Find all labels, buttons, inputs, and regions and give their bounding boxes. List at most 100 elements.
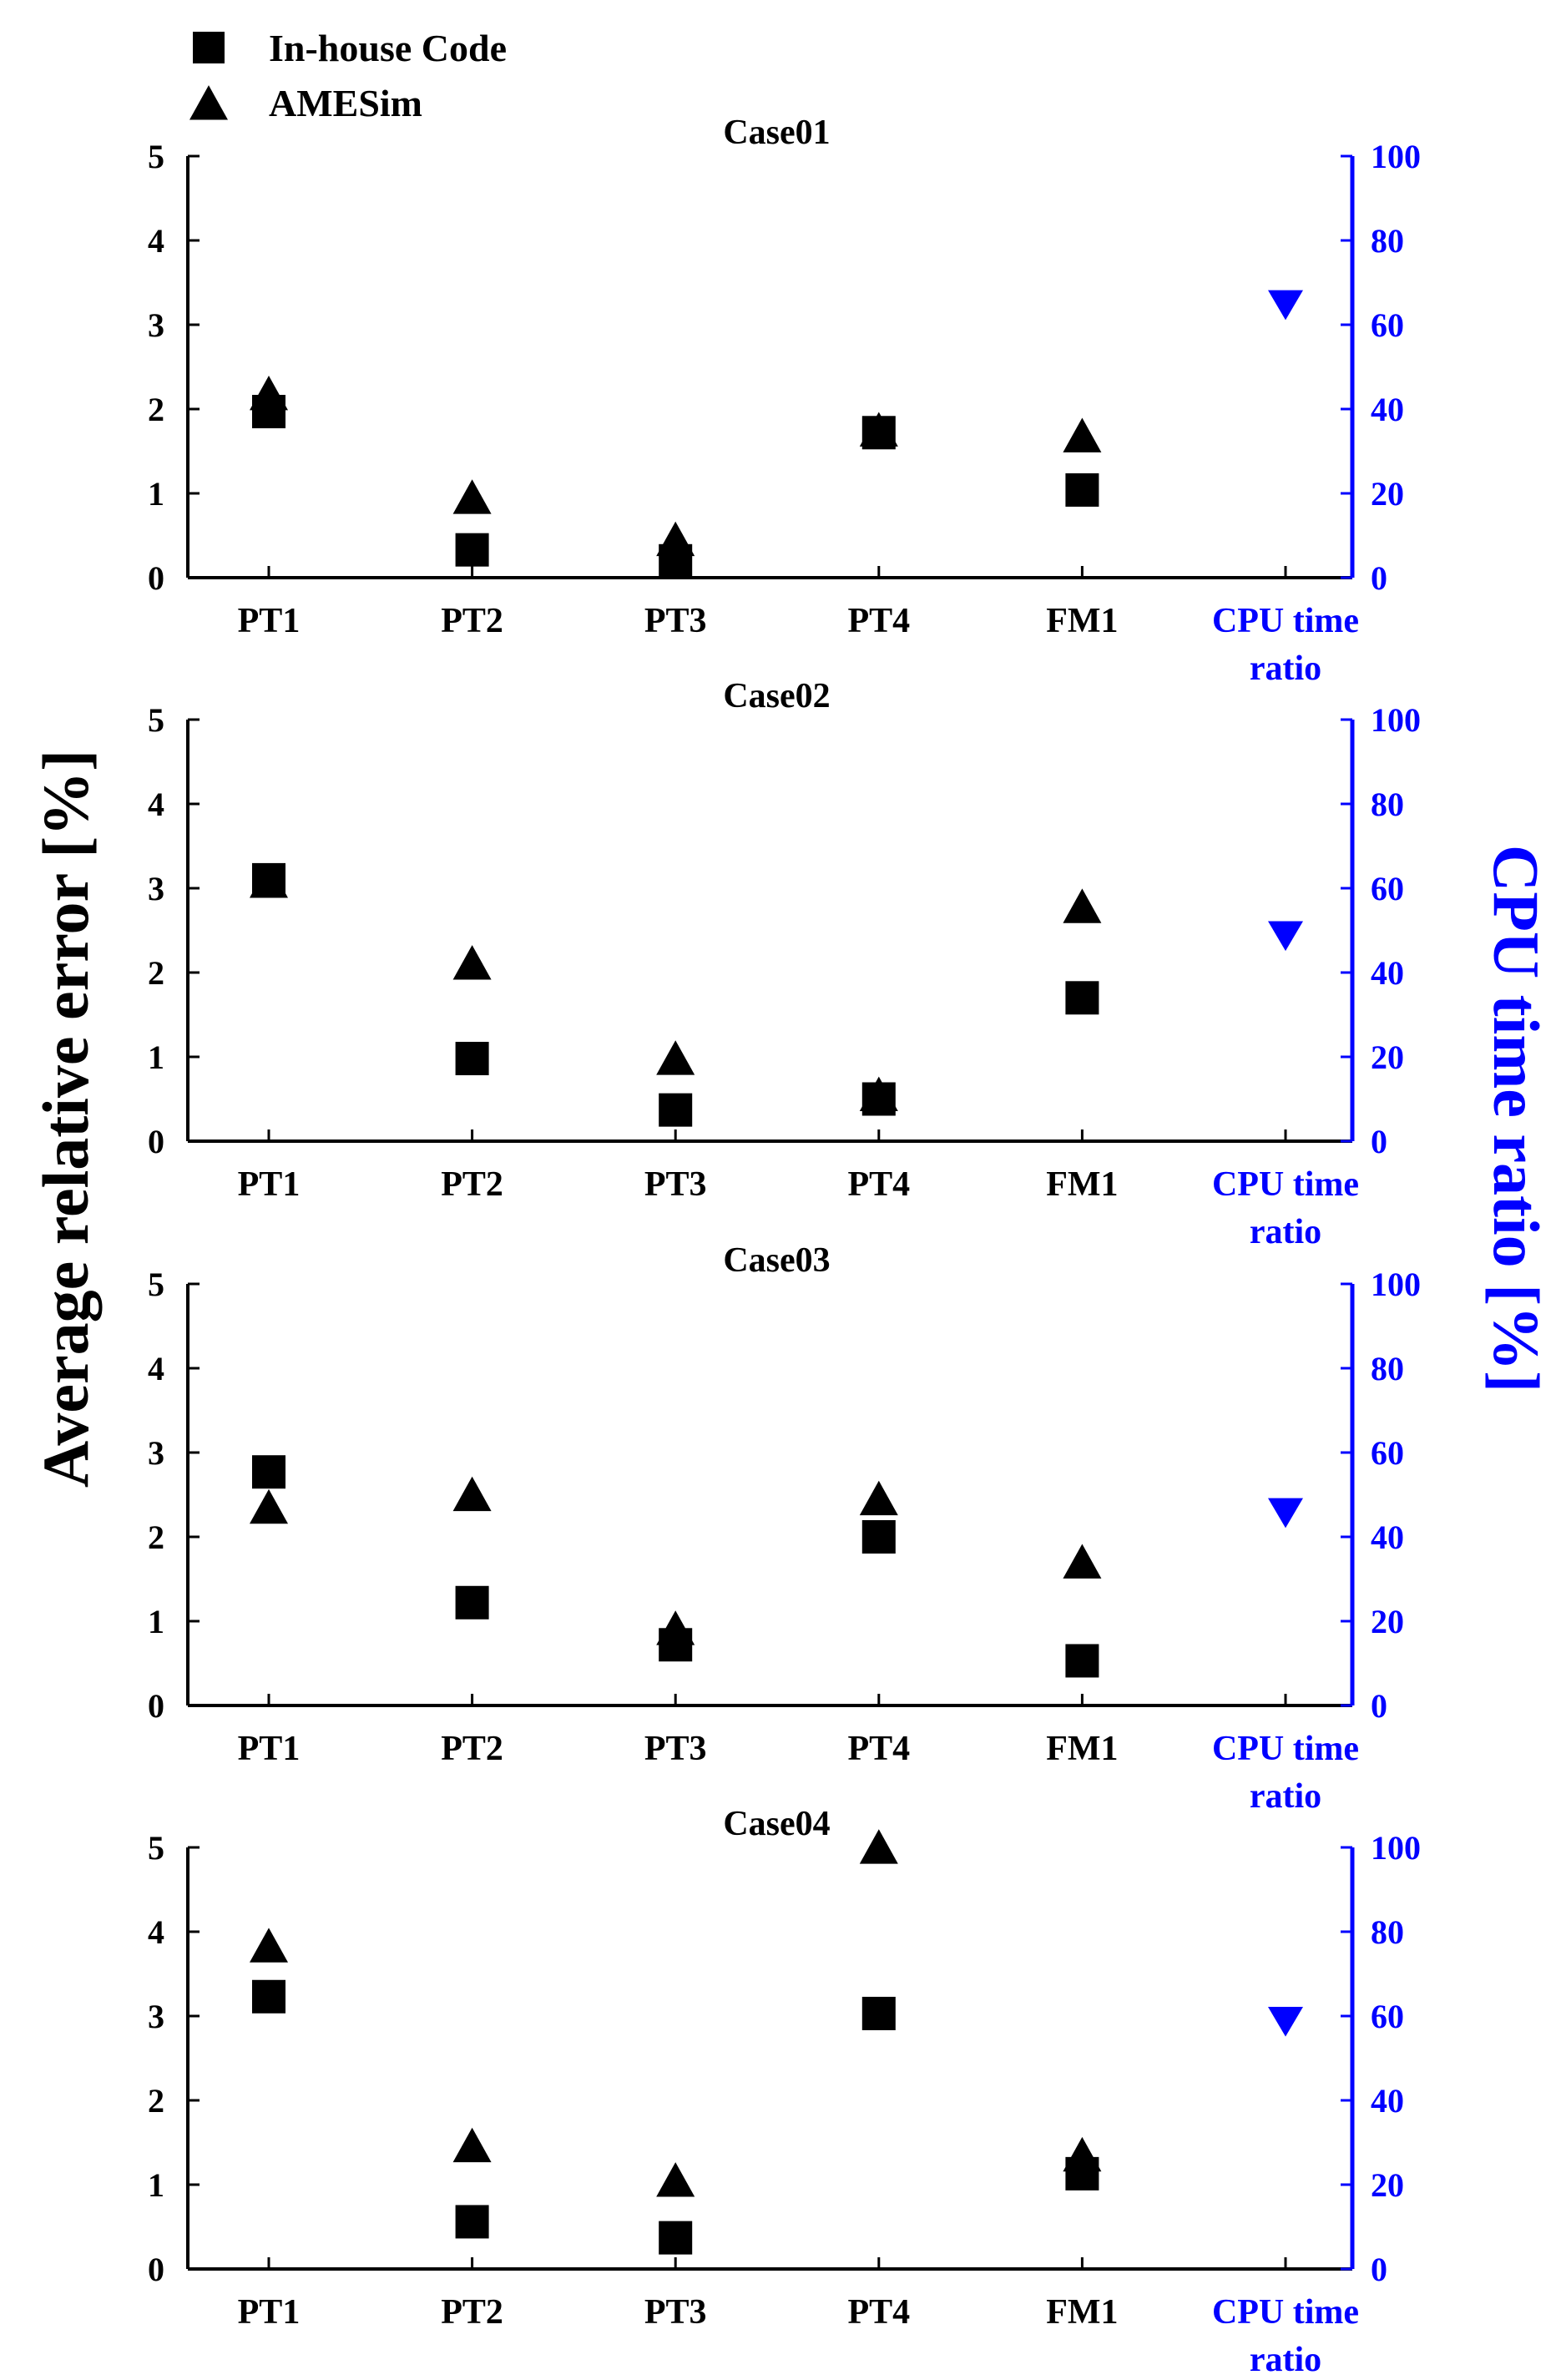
amesim-point xyxy=(656,1040,695,1075)
amesim-point xyxy=(859,1480,898,1516)
right-tick-label: 20 xyxy=(1371,1603,1404,1640)
x-tick-label: PT4 xyxy=(847,2293,910,2332)
right-tick-label: 100 xyxy=(1371,138,1421,175)
right-tick-label: 40 xyxy=(1371,391,1404,428)
x-tick-label: PT1 xyxy=(238,602,301,640)
x-tick-label: PT3 xyxy=(644,602,707,640)
amesim-point xyxy=(452,1476,492,1512)
right-tick-label: 20 xyxy=(1371,1038,1404,1076)
right-axis-label: CPU time ratio [%] xyxy=(1480,845,1553,1392)
left-tick-label: 2 xyxy=(148,391,164,428)
legend-square-icon xyxy=(193,32,225,63)
right-tick-label: 20 xyxy=(1371,2166,1404,2204)
x-tick-label: FM1 xyxy=(1046,1165,1118,1204)
left-tick-label: 1 xyxy=(148,2166,164,2204)
x-tick-label: FM1 xyxy=(1046,602,1118,640)
amesim-point xyxy=(1063,417,1102,452)
inhouse-point xyxy=(659,2221,693,2255)
left-tick-label: 3 xyxy=(148,1434,164,1472)
amesim-point xyxy=(250,1928,288,1963)
panel-title: Case02 xyxy=(723,677,830,715)
x-tick-label-cpu: CPU time xyxy=(1212,602,1359,640)
left-tick-label: 0 xyxy=(148,2251,164,2288)
left-tick-label: 0 xyxy=(148,1687,164,1725)
legend-label: AMESim xyxy=(269,82,422,124)
right-tick-label: 80 xyxy=(1371,1913,1404,1951)
inhouse-point xyxy=(455,1042,489,1076)
right-tick-label: 60 xyxy=(1371,1998,1404,2035)
right-tick-label: 0 xyxy=(1371,1123,1387,1160)
left-tick-label: 0 xyxy=(148,1123,164,1160)
panel-case02: Case02 0 1 2 3 4 5 0 20 40 60 80 100 PT1 PT2 PT3 PT4 FM1 C… xyxy=(148,677,1421,1251)
panel-title: Case04 xyxy=(723,1805,830,1843)
x-tick-label: FM1 xyxy=(1046,2293,1118,2332)
left-tick-label: 5 xyxy=(148,1829,164,1867)
right-tick-label: 80 xyxy=(1371,222,1404,260)
x-tick-label: PT3 xyxy=(644,2293,707,2332)
cpu-time-ratio-point xyxy=(1268,290,1303,321)
left-tick-label: 4 xyxy=(148,786,164,823)
inhouse-point xyxy=(659,543,693,578)
left-tick-label: 2 xyxy=(148,954,164,992)
inhouse-point xyxy=(861,1520,896,1554)
x-tick-label-cpu: ratio xyxy=(1250,1777,1321,1816)
panel-title: Case03 xyxy=(723,1241,830,1280)
inhouse-point xyxy=(455,533,489,567)
inhouse-point xyxy=(861,1082,896,1116)
left-tick-label: 3 xyxy=(148,1998,164,2035)
x-tick-label: PT4 xyxy=(847,602,910,640)
right-tick-label: 80 xyxy=(1371,786,1404,823)
right-tick-label: 40 xyxy=(1371,2082,1404,2120)
left-tick-label: 5 xyxy=(148,1266,164,1303)
right-tick-label: 40 xyxy=(1371,1518,1404,1556)
x-tick-label: PT2 xyxy=(441,1730,503,1768)
left-tick-label: 5 xyxy=(148,138,164,175)
x-tick-label: PT4 xyxy=(847,1165,910,1204)
left-tick-label: 1 xyxy=(148,1603,164,1640)
x-tick-label: PT1 xyxy=(238,2293,301,2332)
cpu-time-ratio-point xyxy=(1268,921,1303,952)
right-tick-label: 0 xyxy=(1371,2251,1387,2288)
x-tick-label-cpu: CPU time xyxy=(1212,2293,1359,2332)
left-tick-label: 3 xyxy=(148,870,164,907)
amesim-point xyxy=(452,2127,492,2163)
left-tick-label: 2 xyxy=(148,2082,164,2120)
inhouse-point xyxy=(1065,2156,1099,2191)
x-tick-label: PT2 xyxy=(441,602,503,640)
inhouse-point xyxy=(1065,472,1099,507)
x-tick-label: PT4 xyxy=(847,1730,910,1768)
left-tick-label: 4 xyxy=(148,222,164,260)
cpu-time-ratio-point xyxy=(1268,1498,1303,1529)
right-tick-label: 60 xyxy=(1371,1434,1404,1472)
legend-triangle-icon xyxy=(189,85,228,120)
left-tick-label: 4 xyxy=(148,1913,164,1951)
panel-case01: Case01 0 1 2 3 4 5 0 20 40 60 80 100 PT1 PT2 PT3 PT4 FM1 C… xyxy=(148,114,1421,688)
right-tick-label: 100 xyxy=(1371,1829,1421,1867)
amesim-point xyxy=(452,479,492,514)
left-tick-label: 5 xyxy=(148,701,164,739)
x-tick-label-cpu: ratio xyxy=(1250,1213,1321,1251)
x-tick-label: PT1 xyxy=(238,1165,301,1204)
legend-label: In-house Code xyxy=(269,27,507,69)
inhouse-point xyxy=(659,1628,693,1662)
cpu-time-ratio-point xyxy=(1268,2006,1303,2037)
right-tick-label: 60 xyxy=(1371,870,1404,907)
x-tick-label-cpu: CPU time xyxy=(1212,1165,1359,1204)
x-tick-label: PT1 xyxy=(238,1730,301,1768)
right-tick-label: 0 xyxy=(1371,1687,1387,1725)
inhouse-point xyxy=(252,1979,285,2014)
amesim-point xyxy=(1063,888,1102,923)
inhouse-point xyxy=(252,1455,285,1489)
right-tick-label: 20 xyxy=(1371,475,1404,513)
left-tick-label: 4 xyxy=(148,1350,164,1387)
panel-case04: Case04 0 1 2 3 4 5 0 20 40 60 80 100 PT1 PT2 PT3 PT4 FM1 C… xyxy=(148,1805,1421,2379)
legend: In-house Code AMESim xyxy=(189,27,507,124)
inhouse-point xyxy=(659,1093,693,1127)
inhouse-point xyxy=(455,1585,489,1620)
amesim-point xyxy=(859,1829,898,1864)
right-tick-label: 80 xyxy=(1371,1350,1404,1387)
x-tick-label: FM1 xyxy=(1046,1730,1118,1768)
amesim-point xyxy=(1063,1544,1102,1579)
inhouse-point xyxy=(1065,981,1099,1015)
